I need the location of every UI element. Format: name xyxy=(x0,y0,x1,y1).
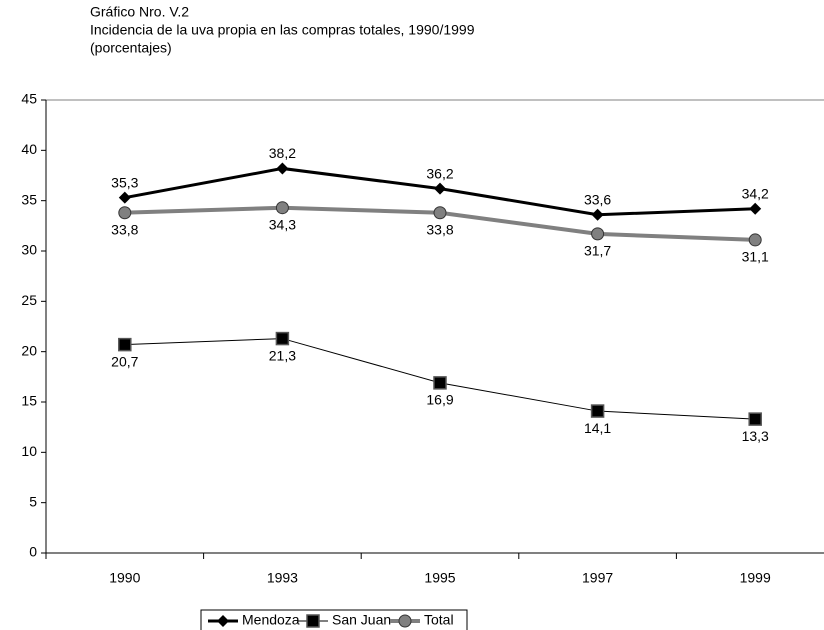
data-label: 36,2 xyxy=(426,165,453,181)
point xyxy=(591,208,604,221)
y-tick-label: 45 xyxy=(21,91,37,107)
data-label: 38,2 xyxy=(269,145,296,161)
data-label: 14,1 xyxy=(584,420,611,436)
data-label: 13,3 xyxy=(742,428,769,444)
data-label: 20,7 xyxy=(111,353,138,369)
y-tick-label: 40 xyxy=(21,141,37,157)
data-label: 33,8 xyxy=(426,221,453,237)
data-label: 16,9 xyxy=(426,392,453,408)
legend-marker xyxy=(217,615,229,627)
legend-label: Total xyxy=(424,612,454,628)
data-label: 33,6 xyxy=(584,191,611,207)
data-label: 21,3 xyxy=(269,347,296,363)
point xyxy=(749,202,762,215)
point xyxy=(276,162,289,175)
chart-subtitle: Incidencia de la uva propia en las compr… xyxy=(90,22,475,38)
point xyxy=(118,206,132,220)
y-tick-label: 25 xyxy=(21,292,37,308)
x-tick-label: 1995 xyxy=(424,570,455,586)
y-tick-label: 0 xyxy=(29,544,37,560)
point xyxy=(275,331,290,346)
x-tick-label: 1997 xyxy=(582,570,613,586)
legend-label: Mendoza xyxy=(242,612,300,628)
data-label: 34,2 xyxy=(742,185,769,201)
y-tick-label: 5 xyxy=(29,493,37,509)
x-tick-label: 1993 xyxy=(267,570,298,586)
x-tick-label: 1999 xyxy=(740,570,771,586)
chart-title: Gráfico Nro. V.2 xyxy=(90,4,189,20)
point xyxy=(591,227,605,241)
y-tick-label: 15 xyxy=(21,393,37,409)
unit-note: (porcentajes) xyxy=(90,40,172,56)
point xyxy=(433,206,447,220)
y-tick-label: 30 xyxy=(21,242,37,258)
point xyxy=(434,182,446,195)
y-tick-label: 35 xyxy=(21,191,37,207)
point xyxy=(748,412,762,426)
legend-label: San Juan xyxy=(332,612,391,628)
data-label: 34,3 xyxy=(269,216,296,232)
x-tick-label: 1990 xyxy=(109,570,140,586)
data-label: 31,7 xyxy=(584,243,611,259)
point xyxy=(433,376,447,390)
data-label: 35,3 xyxy=(111,174,138,190)
y-tick-label: 10 xyxy=(21,443,37,459)
point xyxy=(748,233,762,247)
data-label: 33,8 xyxy=(111,221,138,237)
y-tick-label: 20 xyxy=(21,342,37,358)
point xyxy=(275,201,289,215)
legend-marker xyxy=(306,614,320,628)
point xyxy=(118,337,132,352)
legend-marker xyxy=(398,614,412,628)
data-label: 31,1 xyxy=(742,249,769,265)
point xyxy=(118,191,131,204)
point xyxy=(590,404,605,418)
